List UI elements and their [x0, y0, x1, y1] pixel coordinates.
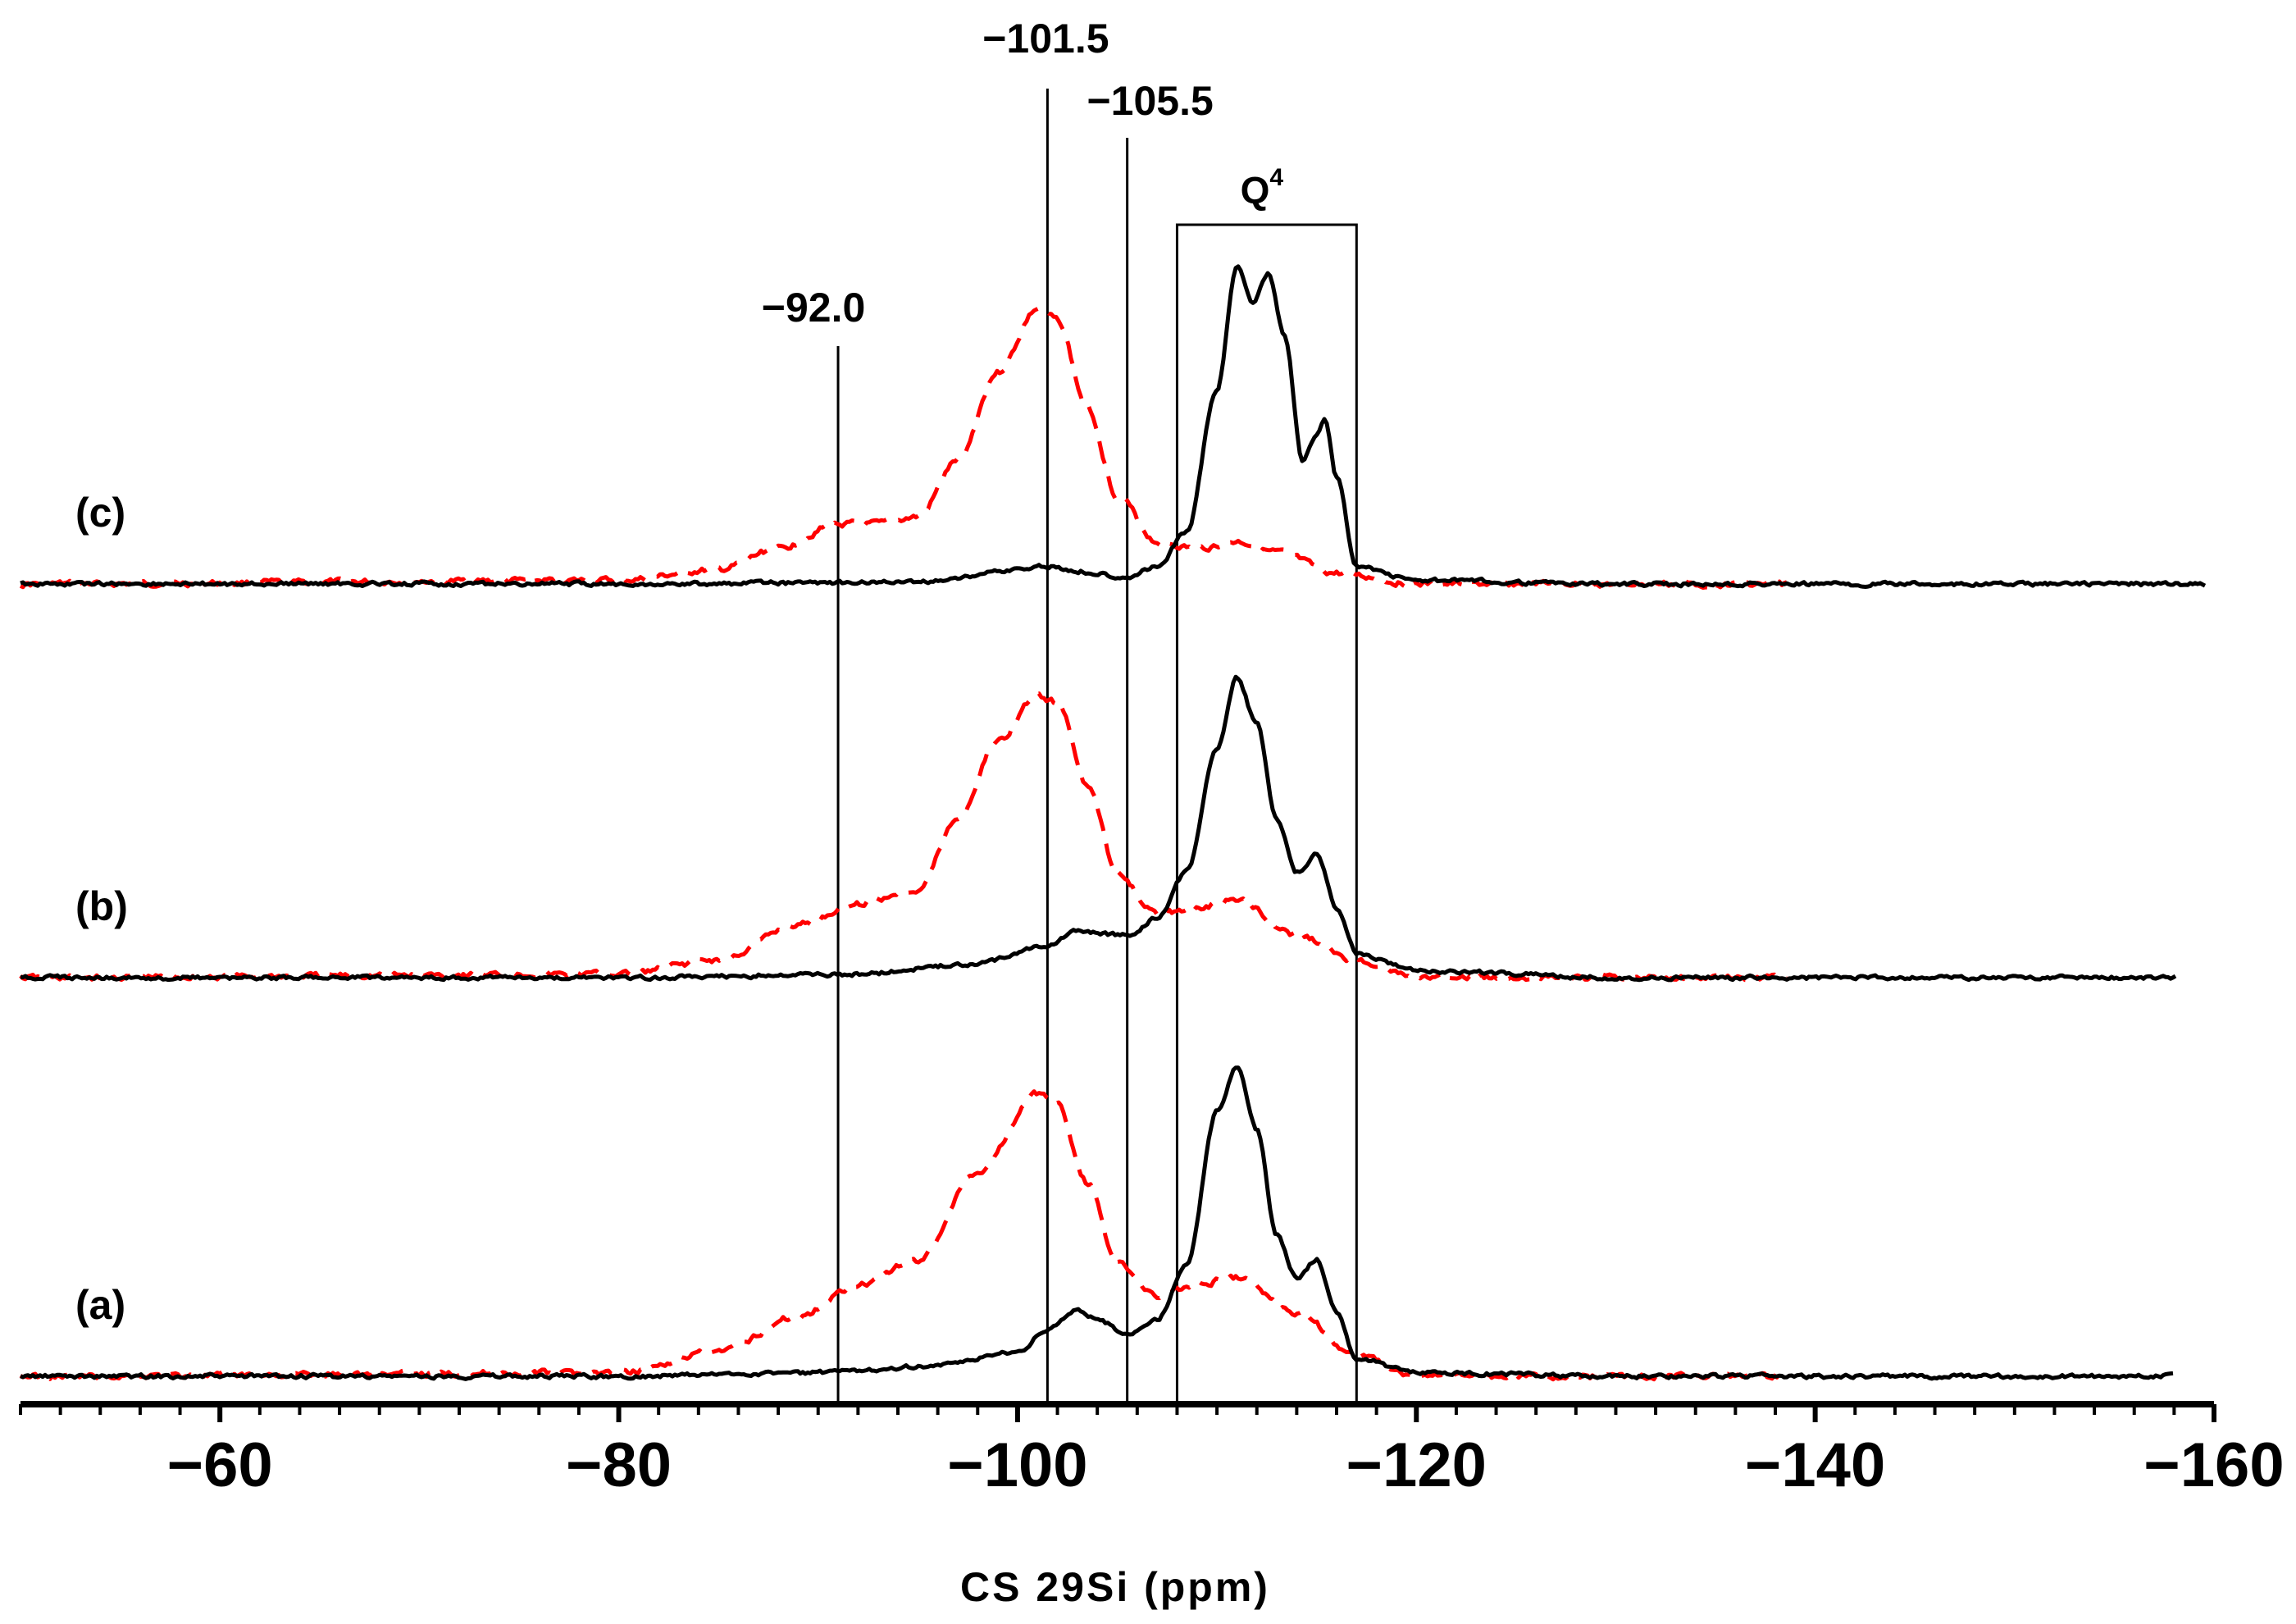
x-tick-label: −100	[947, 1430, 1087, 1500]
dashed-spectrum-line	[19, 1089, 1788, 1382]
solid-spectrum-line	[20, 1065, 2174, 1381]
dashed-spectrum-line	[19, 306, 1788, 590]
x-tick-label: −60	[167, 1430, 273, 1500]
trace-label: (c)	[75, 490, 125, 536]
spectra-traces-group: (c) (b) (a)	[19, 264, 2207, 1382]
x-tick-label: −140	[1745, 1430, 1885, 1500]
x-tick-label: −80	[566, 1430, 672, 1500]
reference-lines-group: −92.0 −101.5 −105.5	[762, 16, 1214, 1404]
reference-line-label: −101.5	[982, 16, 1109, 62]
x-tick-label: −120	[1346, 1430, 1487, 1500]
trace-label: (a)	[75, 1282, 125, 1328]
solid-spectrum-line	[20, 264, 2207, 589]
q4-label: Q4	[1241, 164, 1284, 212]
x-axis-title: CS 29Si (ppm)	[960, 1564, 1270, 1610]
reference-line-label: −105.5	[1086, 78, 1213, 124]
x-axis-group: −60 −80 −100 −120 −140 −160	[19, 1401, 2285, 1500]
reference-line-label: −92.0	[762, 285, 866, 331]
x-tick-label: −160	[2143, 1430, 2284, 1500]
solid-spectrum-line	[20, 674, 2177, 983]
q4-region-box	[1175, 223, 1358, 1406]
dashed-spectrum-line	[19, 691, 1788, 984]
trace-label: (b)	[75, 883, 128, 929]
q4-label-superscript: 4	[1269, 164, 1283, 191]
